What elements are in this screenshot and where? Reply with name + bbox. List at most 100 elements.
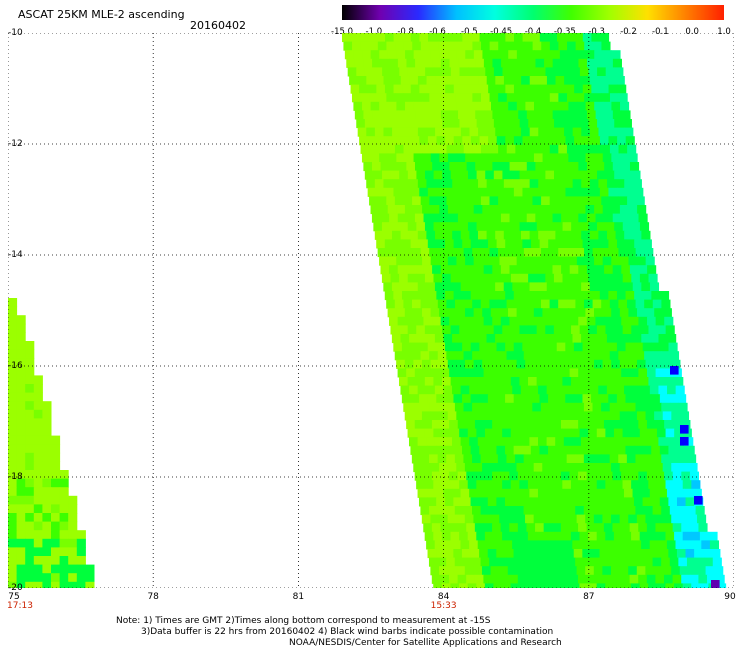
swath-cell xyxy=(540,506,550,516)
swath-cell xyxy=(525,411,535,421)
swath-cell xyxy=(459,67,469,77)
swath-cell xyxy=(363,58,373,68)
swath-cell xyxy=(539,187,549,197)
swath-cell xyxy=(553,377,563,387)
swath-cell xyxy=(624,385,634,395)
swath-cell xyxy=(389,162,399,172)
swath-cell xyxy=(604,110,614,120)
swath-cell xyxy=(353,101,363,111)
swath-cell xyxy=(450,377,460,387)
swath-cell xyxy=(499,50,509,60)
swath-cell xyxy=(413,411,423,421)
swath-cell xyxy=(442,67,452,77)
swath-cell xyxy=(352,41,362,51)
swath-cell xyxy=(516,308,526,318)
swath-cell xyxy=(463,93,473,103)
swath-cell xyxy=(601,402,611,412)
swath-cell xyxy=(499,256,509,266)
swath-cell xyxy=(485,119,495,129)
swath-cell xyxy=(598,488,608,498)
swath-cell xyxy=(629,162,640,172)
swath-cell xyxy=(8,495,18,505)
swath-cell xyxy=(577,50,587,60)
swath-cell xyxy=(605,67,615,77)
swath-cell xyxy=(506,351,516,361)
swath-cell xyxy=(593,359,604,369)
swath-cell xyxy=(579,377,589,387)
swath-cell xyxy=(483,265,493,275)
swath-cell xyxy=(583,351,594,361)
swath-cell xyxy=(631,531,641,541)
swath-cell xyxy=(624,127,634,137)
swath-cell xyxy=(535,368,545,378)
swath-cell xyxy=(604,162,614,172)
swath-cell xyxy=(536,325,546,335)
swath-cell xyxy=(631,377,641,387)
swath-cell xyxy=(466,420,476,430)
swath-cell xyxy=(380,213,390,223)
swath-cell xyxy=(33,495,43,505)
swath-cell xyxy=(632,488,642,498)
swath-cell xyxy=(25,401,35,411)
swath-cell xyxy=(616,291,627,301)
swath-cell xyxy=(424,222,435,232)
swath-cell xyxy=(531,187,541,197)
swath-cell xyxy=(8,392,18,402)
swath-cell xyxy=(608,239,618,249)
swath-cell xyxy=(573,549,583,559)
swath-cell xyxy=(447,514,457,524)
swath-cell xyxy=(436,187,446,197)
swath-cell xyxy=(428,557,439,567)
colorbar-label: -0.8 xyxy=(397,27,414,37)
swath-cell xyxy=(631,325,641,335)
swath-cell xyxy=(506,93,516,103)
swath-cell xyxy=(472,351,482,361)
swath-cell xyxy=(552,213,562,223)
swath-cell xyxy=(560,420,571,430)
swath-cell xyxy=(436,291,446,301)
swath-cell xyxy=(539,136,549,146)
swath-cell xyxy=(572,230,582,240)
swath-cell xyxy=(613,531,623,541)
swath-cell xyxy=(381,273,392,283)
swath-cell xyxy=(589,488,599,498)
swath-cell xyxy=(532,144,542,154)
swath-cell xyxy=(603,523,613,533)
swath-cell xyxy=(652,506,662,516)
swath-cell xyxy=(636,514,646,524)
swath-cell xyxy=(665,480,675,490)
swath-cell xyxy=(510,377,520,387)
swath-cell xyxy=(553,583,563,588)
swath-cell xyxy=(649,385,659,395)
swath-cell xyxy=(530,549,540,559)
swath-cell xyxy=(620,101,630,111)
swath-cell xyxy=(33,409,43,419)
colorbar xyxy=(342,5,724,20)
swath-cell xyxy=(565,394,575,404)
swath-cell xyxy=(420,41,430,51)
swath-cell xyxy=(559,153,569,163)
longitude-label: 87 xyxy=(583,592,595,602)
swath-cell xyxy=(702,549,712,559)
swath-cell xyxy=(553,480,563,490)
swath-cell xyxy=(420,454,430,464)
swath-cell xyxy=(470,549,480,559)
swath-cell xyxy=(430,359,440,369)
swath-cell xyxy=(493,531,503,541)
swath-cell xyxy=(477,230,488,240)
swath-cell xyxy=(494,540,505,550)
swath-cell xyxy=(567,41,577,51)
swath-cell xyxy=(459,377,469,387)
swath-cell xyxy=(506,557,516,567)
swath-cell xyxy=(470,497,480,507)
swath-cell xyxy=(562,222,572,232)
swath-cell xyxy=(548,84,558,94)
swath-cell xyxy=(458,110,468,120)
swath-cell xyxy=(562,325,572,335)
swath-cell xyxy=(589,437,599,447)
swath-cell xyxy=(430,411,440,421)
swath-cell xyxy=(621,420,631,430)
swath-cell xyxy=(658,334,668,344)
swath-cell xyxy=(633,549,644,559)
swath-cell xyxy=(16,564,26,574)
